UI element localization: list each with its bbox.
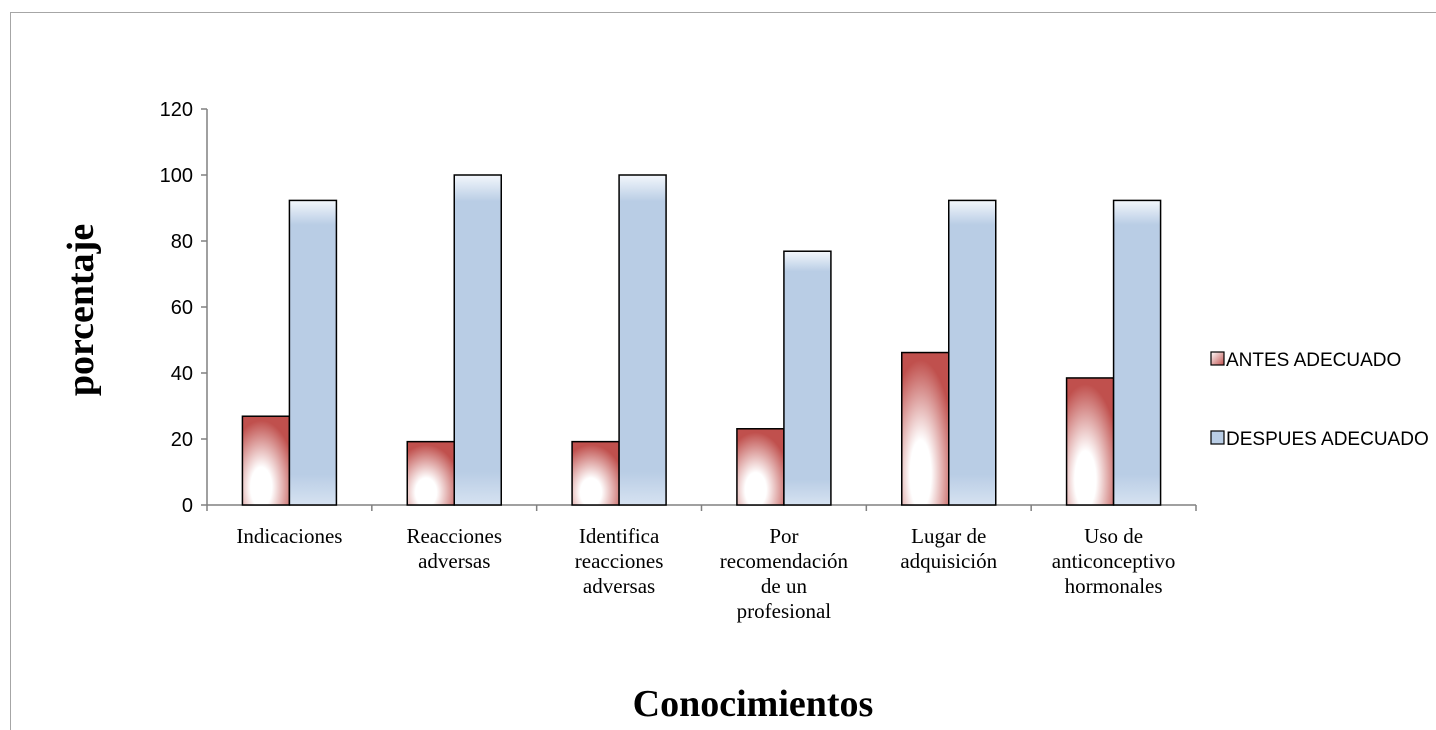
bar-antes	[736, 428, 785, 506]
y-tick-label: 60	[171, 297, 193, 319]
labels: 0 20 40 60 80 100 120 Indicaciones Reacciones adv…	[160, 99, 1176, 623]
x-category-label: Lugar de adquisición	[900, 524, 997, 573]
y-tick-label: 80	[171, 231, 193, 253]
bar-despues	[1112, 199, 1162, 506]
y-tick-label: 20	[171, 429, 193, 451]
bar-antes	[406, 440, 455, 506]
bar-antes	[901, 351, 950, 506]
bar-antes	[1065, 377, 1115, 506]
bar-despues	[783, 250, 832, 506]
bar-despues	[618, 174, 667, 506]
legend-label-despues: DESPUES ADECUADO	[1226, 429, 1429, 450]
x-category-label: Uso de anticonceptivo hormonales	[1052, 524, 1176, 598]
y-tick-label: 120	[160, 99, 193, 121]
y-axis-title: porcentaje	[60, 224, 102, 396]
x-category-label: Reacciones adversas	[406, 524, 502, 573]
x-category-label: Indicaciones	[236, 524, 342, 548]
x-category-label: Identifica reacciones adversas	[575, 524, 664, 598]
bar-despues	[948, 199, 997, 506]
legend-swatch-antes	[1210, 351, 1225, 366]
legend-swatch-despues	[1210, 430, 1225, 445]
chart-frame	[10, 12, 1436, 730]
bars	[241, 174, 1162, 506]
y-tick-label: 100	[160, 165, 193, 187]
legend: ANTES ADECUADO DESPUES ADECUADO	[1210, 350, 1429, 450]
y-tick-label: 0	[182, 495, 193, 517]
legend-label-antes: ANTES ADECUADO	[1226, 350, 1401, 371]
x-category-label: Por recomendación de un profesional	[720, 524, 849, 623]
bar-despues	[288, 199, 338, 506]
axes	[201, 108, 1197, 511]
bar-antes	[241, 415, 291, 506]
x-axis-title: Conocimientos	[633, 683, 874, 725]
bar-despues	[453, 174, 502, 506]
y-tick-label: 40	[171, 363, 193, 385]
bar-antes	[571, 440, 620, 506]
